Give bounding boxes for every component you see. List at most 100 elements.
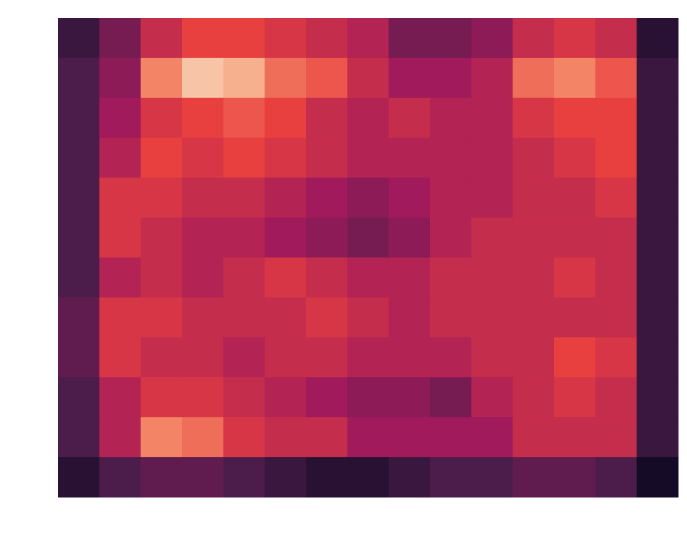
heatmap-cell bbox=[388, 417, 431, 458]
heatmap-cell bbox=[223, 57, 266, 99]
heatmap-cell bbox=[554, 57, 596, 99]
heatmap-cell bbox=[636, 457, 679, 498]
heatmap-cell bbox=[223, 18, 266, 59]
heatmap-cell bbox=[182, 257, 224, 298]
heatmap-cell bbox=[636, 97, 679, 139]
heatmap-cell bbox=[388, 97, 431, 139]
heatmap-cell bbox=[554, 257, 596, 298]
heatmap-cell bbox=[99, 177, 142, 219]
heatmap-cell bbox=[223, 417, 266, 458]
heatmap-cell bbox=[430, 417, 472, 458]
heatmap-cell bbox=[306, 57, 348, 99]
heatmap-cell bbox=[306, 18, 348, 59]
heatmap-cell bbox=[554, 18, 596, 59]
heatmap-cell bbox=[388, 377, 431, 418]
heatmap-cell bbox=[636, 217, 679, 258]
heatmap-cell bbox=[512, 137, 555, 179]
heatmap-cell bbox=[140, 417, 183, 458]
heatmap-cell bbox=[471, 57, 514, 99]
heatmap-cell bbox=[58, 377, 100, 418]
heatmap-cell bbox=[140, 377, 183, 418]
heatmap-cell bbox=[512, 97, 555, 139]
heatmap-cell bbox=[99, 137, 142, 179]
heatmap-cell bbox=[99, 257, 142, 298]
heatmap-cell bbox=[99, 337, 142, 378]
heatmap-cell bbox=[471, 337, 514, 378]
heatmap-cell bbox=[264, 377, 307, 418]
heatmap-cell bbox=[58, 337, 100, 378]
heatmap-cell bbox=[430, 257, 472, 298]
heatmap-cell bbox=[140, 18, 183, 59]
heatmap-cell bbox=[264, 337, 307, 378]
heatmap-cell bbox=[99, 57, 142, 99]
heatmap-cell bbox=[430, 137, 472, 179]
heatmap-cell bbox=[223, 257, 266, 298]
heatmap-cell bbox=[636, 257, 679, 298]
heatmap-cell bbox=[636, 337, 679, 378]
heatmap-cell bbox=[347, 457, 390, 498]
heatmap-cell bbox=[140, 297, 183, 338]
heatmap-cell bbox=[430, 457, 472, 498]
heatmap-cell bbox=[595, 417, 638, 458]
heatmap-cell bbox=[430, 18, 472, 59]
heatmap-cell bbox=[99, 457, 142, 498]
heatmap-cell bbox=[306, 177, 348, 219]
heatmap-cell bbox=[99, 417, 142, 458]
heatmap-cell bbox=[58, 18, 100, 59]
heatmap-cell bbox=[388, 57, 431, 99]
heatmap-cell bbox=[636, 177, 679, 219]
heatmap-cell bbox=[388, 217, 431, 258]
heatmap-cell bbox=[58, 417, 100, 458]
heatmap-cell bbox=[264, 18, 307, 59]
heatmap-cell bbox=[223, 377, 266, 418]
heatmap-cell bbox=[636, 137, 679, 179]
heatmap-cell bbox=[140, 337, 183, 378]
heatmap-cell bbox=[264, 217, 307, 258]
heatmap-cell bbox=[636, 57, 679, 99]
heatmap-cell bbox=[58, 57, 100, 99]
heatmap-cell bbox=[595, 337, 638, 378]
heatmap-cell bbox=[471, 177, 514, 219]
heatmap-cell bbox=[140, 177, 183, 219]
heatmap-cell bbox=[595, 57, 638, 99]
heatmap-cell bbox=[182, 457, 224, 498]
heatmap-cell bbox=[347, 177, 390, 219]
heatmap-cell bbox=[430, 337, 472, 378]
heatmap-cell bbox=[182, 177, 224, 219]
heatmap-cell bbox=[182, 417, 224, 458]
heatmap-cell bbox=[430, 97, 472, 139]
heatmap-cell bbox=[306, 97, 348, 139]
heatmap-cell bbox=[58, 457, 100, 498]
heatmap-cell bbox=[306, 337, 348, 378]
heatmap-cell bbox=[223, 217, 266, 258]
heatmap-cell bbox=[182, 297, 224, 338]
heatmap-cell bbox=[58, 177, 100, 219]
heatmap-cell bbox=[99, 217, 142, 258]
heatmap-cell bbox=[512, 257, 555, 298]
heatmap-cell bbox=[512, 377, 555, 418]
heatmap-cell bbox=[595, 217, 638, 258]
heatmap-cell bbox=[471, 137, 514, 179]
heatmap-cell bbox=[471, 457, 514, 498]
heatmap-cell bbox=[595, 257, 638, 298]
heatmap-cell bbox=[595, 457, 638, 498]
heatmap-cell bbox=[306, 297, 348, 338]
heatmap-cell bbox=[388, 137, 431, 179]
heatmap-cell bbox=[636, 297, 679, 338]
heatmap-cell bbox=[388, 257, 431, 298]
heatmap-cell bbox=[512, 457, 555, 498]
heatmap-cell bbox=[512, 417, 555, 458]
heatmap-cell bbox=[430, 297, 472, 338]
heatmap-cell bbox=[58, 97, 100, 139]
heatmap-cell bbox=[595, 297, 638, 338]
heatmap-cell bbox=[595, 18, 638, 59]
heatmap-cell bbox=[223, 457, 266, 498]
heatmap-cell bbox=[264, 97, 307, 139]
heatmap-cell bbox=[223, 137, 266, 179]
heatmap-cell bbox=[388, 177, 431, 219]
heatmap-cell bbox=[388, 297, 431, 338]
heatmap-cell bbox=[58, 137, 100, 179]
heatmap-cell bbox=[347, 257, 390, 298]
heatmap-cell bbox=[471, 257, 514, 298]
